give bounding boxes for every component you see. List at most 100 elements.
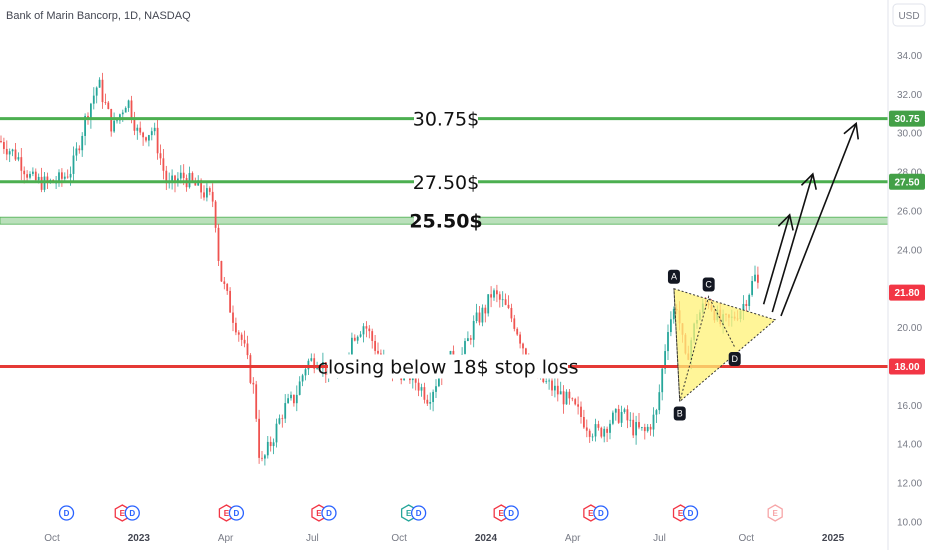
candle-body: [142, 132, 144, 138]
candle-body: [101, 79, 104, 103]
candle-body: [229, 290, 231, 313]
pattern-point-label: B: [677, 408, 683, 418]
candle-body: [61, 172, 63, 179]
event-marker-label: D: [326, 509, 332, 518]
candle-body: [754, 274, 756, 282]
candle-body: [66, 176, 69, 178]
earnings-marker[interactable]: [767, 504, 783, 522]
candle-body: [501, 299, 504, 301]
dividend-marker[interactable]: [321, 505, 337, 521]
candle-body: [98, 79, 101, 88]
candle-body: [525, 348, 527, 360]
last-price-tag-text: 21.80: [894, 288, 919, 299]
candle-body: [435, 386, 437, 392]
candle-body: [127, 100, 130, 108]
candle-body: [313, 358, 316, 369]
candle-body: [562, 391, 565, 405]
candle-body: [255, 384, 258, 419]
candle-body: [371, 331, 374, 341]
candle-body: [63, 176, 66, 179]
candle-body: [298, 381, 301, 395]
candle-body: [588, 430, 591, 437]
candle-body: [46, 176, 49, 182]
dividend-marker[interactable]: [593, 505, 609, 521]
event-marker-label: E: [316, 509, 322, 518]
level-stop-loss-label: closing below 18$ stop loss: [318, 356, 579, 378]
candle-body: [217, 227, 220, 261]
candle-body: [356, 336, 359, 341]
candle-body: [69, 173, 72, 178]
dividend-marker[interactable]: [410, 505, 427, 521]
candle-body: [191, 172, 194, 181]
candle-body: [353, 337, 356, 341]
candle-body: [478, 312, 481, 323]
pattern-point-label: A: [671, 272, 677, 282]
candle-body: [159, 153, 162, 159]
candle-body: [310, 358, 313, 361]
y-tick-label: 24.00: [897, 245, 922, 256]
candle-body: [362, 326, 365, 335]
candle-body: [623, 409, 626, 412]
y-tick-label: 14.00: [897, 440, 922, 451]
candle-body: [359, 334, 362, 337]
dividend-marker[interactable]: [228, 505, 245, 521]
candle-body: [751, 281, 753, 295]
candle-body: [275, 423, 278, 443]
candle-body: [110, 108, 113, 132]
candle-body: [742, 303, 745, 311]
candle-body: [565, 391, 568, 405]
x-tick-label: 2025: [822, 533, 845, 544]
x-tick-label: Oct: [391, 533, 407, 544]
candle-body: [188, 172, 191, 188]
candle-body: [90, 103, 92, 120]
candle-body: [594, 424, 597, 437]
candle-body: [368, 328, 371, 332]
candle-body: [472, 320, 475, 340]
candle-body: [638, 422, 640, 428]
candle-body: [351, 337, 353, 355]
candle-body: [365, 326, 368, 329]
currency-button[interactable]: USD: [892, 3, 926, 27]
level-stop-loss-tag: [889, 358, 925, 375]
candle-body: [0, 140, 2, 143]
pattern-point-label: C: [705, 279, 712, 289]
event-marker-label: D: [688, 509, 694, 518]
candle-body: [72, 155, 75, 174]
projection-arrow-line: [762, 214, 791, 305]
candle-body: [432, 391, 434, 403]
candle-body: [223, 281, 226, 284]
candle-body: [748, 294, 751, 307]
candle-body: [614, 408, 617, 413]
event-marker-label: D: [129, 509, 135, 518]
candle-body: [324, 362, 327, 375]
event-marker-label: D: [508, 509, 514, 518]
candle-body: [246, 343, 249, 356]
candle-body: [266, 441, 269, 456]
candle-body: [32, 171, 34, 174]
projection-arrow-line: [780, 123, 857, 317]
level-label-bg: [414, 169, 478, 194]
candle-body: [374, 340, 376, 351]
candle-body: [548, 380, 550, 382]
candle-body: [133, 119, 136, 131]
level-target-1-label: 25.50$: [409, 211, 482, 233]
candle-body: [165, 170, 168, 184]
candle-body: [287, 398, 289, 404]
candle-body: [670, 319, 672, 333]
candle-body: [272, 442, 275, 447]
dividend-marker[interactable]: [58, 505, 75, 521]
candle-body: [664, 351, 666, 369]
candle-body: [113, 120, 115, 132]
dividend-marker[interactable]: [124, 505, 140, 521]
candle-body: [554, 385, 556, 391]
candle-body: [211, 191, 214, 202]
chart-title: Bank of Marin Bancorp, 1D, NASDAQ: [6, 10, 191, 22]
candle-body: [139, 127, 142, 133]
candle-body: [304, 369, 307, 376]
x-tick-label: Jul: [306, 533, 319, 544]
dividend-marker[interactable]: [503, 505, 519, 521]
triangle-zigzag: [673, 288, 736, 402]
dividend-marker[interactable]: [682, 505, 699, 521]
time-axis[interactable]: Oct 2023 Apr Jul Oct 2024 Apr Jul Oct 2025: [44, 533, 844, 544]
